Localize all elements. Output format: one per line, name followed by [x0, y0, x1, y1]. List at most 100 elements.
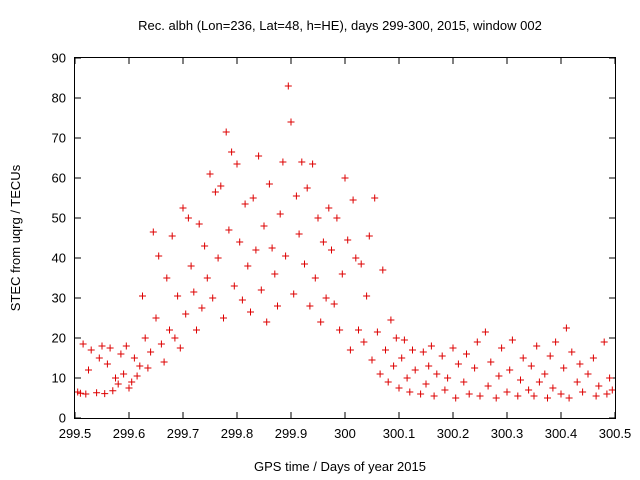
data-point [427, 342, 435, 350]
data-point [79, 340, 87, 348]
data-point [112, 374, 119, 382]
data-point [306, 302, 314, 310]
data-point [565, 394, 573, 402]
data-point [409, 346, 416, 354]
data-point [284, 82, 292, 90]
data-point [541, 370, 549, 378]
data-point [82, 390, 90, 398]
data-point [152, 314, 160, 322]
data-point [476, 392, 484, 400]
data-point [387, 316, 395, 324]
data-point [276, 210, 284, 218]
data-point [546, 352, 554, 360]
y-tick-label: 30 [52, 291, 66, 306]
data-point [287, 118, 295, 126]
data-point [552, 338, 560, 346]
data-point [417, 390, 425, 398]
x-tick-label: 300.2 [437, 426, 470, 441]
data-point [595, 382, 603, 390]
data-point [101, 390, 109, 398]
data-point [241, 200, 249, 208]
data-point [344, 236, 352, 244]
data-point [125, 384, 133, 392]
y-tick-label: 80 [52, 91, 66, 106]
data-point [147, 348, 155, 356]
data-point [187, 262, 195, 270]
data-point [217, 182, 225, 190]
data-point [371, 194, 379, 202]
data-point [498, 344, 506, 352]
data-point [363, 292, 371, 300]
data-point [230, 282, 238, 290]
data-point [549, 384, 557, 392]
x-tick-label: 299.7 [167, 426, 200, 441]
data-point [517, 376, 524, 384]
data-point [589, 354, 597, 362]
data-point [95, 354, 103, 362]
data-point [222, 128, 230, 136]
data-point [425, 362, 433, 370]
data-point [411, 366, 419, 374]
data-point [114, 380, 122, 388]
data-point [163, 274, 171, 282]
chart-title: Rec. albh (Lon=236, Lat=48, h=HE), days … [138, 18, 542, 33]
y-tick-label: 0 [59, 411, 66, 426]
data-point [257, 286, 265, 294]
x-axis-ticks: 299.5 299.6 299.7 299.8 299.9 300 300.1 300.2 30… [59, 58, 631, 441]
data-point [206, 170, 214, 178]
data-point [98, 342, 106, 350]
data-point [209, 294, 217, 302]
data-point [174, 292, 182, 300]
data-point [373, 328, 381, 336]
data-point [274, 302, 281, 310]
x-tick-label: 299.9 [275, 426, 308, 441]
data-point [211, 188, 219, 196]
data-point [576, 360, 584, 368]
data-point [141, 334, 149, 342]
data-point [322, 294, 330, 302]
data-point [309, 160, 317, 168]
data-point [568, 348, 576, 356]
data-point [244, 262, 252, 270]
data-point [109, 387, 117, 395]
data-point [87, 346, 95, 354]
data-point [249, 194, 257, 202]
y-axis-ticks: 0 10 20 30 40 50 60 70 80 90 [52, 51, 615, 426]
data-point [238, 296, 246, 304]
data-point [430, 392, 438, 400]
data-point [328, 246, 335, 254]
data-point [352, 254, 360, 262]
data-point [182, 310, 190, 318]
data-point [465, 390, 473, 398]
data-point [338, 270, 346, 278]
data-point [279, 158, 287, 166]
data-point [252, 246, 260, 254]
data-point [422, 380, 430, 388]
data-point [317, 318, 325, 326]
data-point [454, 360, 462, 368]
data-point [292, 192, 300, 200]
data-point [133, 372, 141, 380]
data-point [171, 334, 179, 342]
data-point [471, 364, 479, 372]
data-point [579, 388, 587, 396]
y-tick-label: 90 [52, 51, 66, 66]
data-point [535, 378, 543, 386]
y-axis-label: STEC from uqrg / TECUs [8, 164, 23, 311]
data-point [449, 344, 457, 352]
data-point [506, 366, 514, 374]
data-point [355, 326, 362, 334]
data-point [155, 252, 163, 260]
data-point [176, 344, 184, 352]
data-point [263, 318, 271, 326]
data-point [562, 324, 570, 332]
data-point [295, 230, 303, 238]
data-point [333, 214, 341, 222]
data-point [268, 244, 276, 252]
data-point [93, 389, 101, 397]
data-point [481, 328, 489, 336]
data-point [228, 148, 236, 156]
data-point [290, 290, 298, 298]
x-tick-label: 299.5 [59, 426, 92, 441]
data-point [384, 378, 392, 386]
